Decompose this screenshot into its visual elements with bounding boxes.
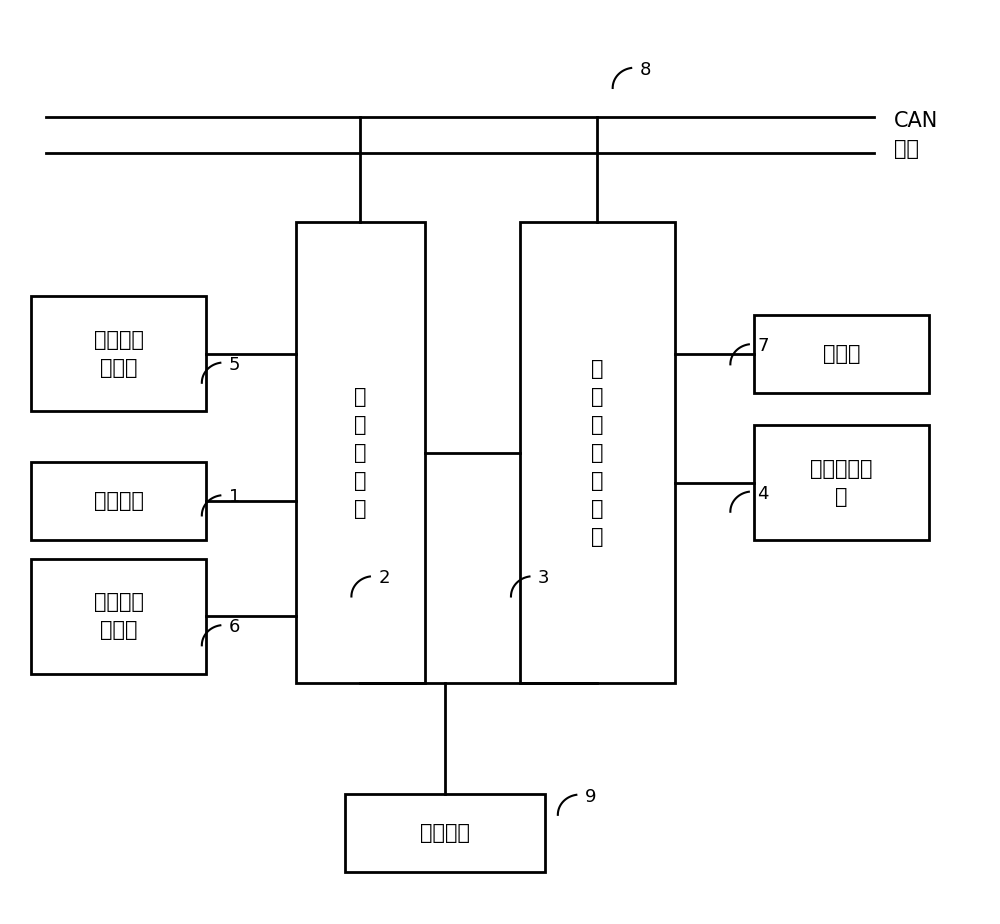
Text: 8: 8 bbox=[640, 61, 651, 79]
Text: 车辆轮速
传感器: 车辆轮速 传感器 bbox=[94, 592, 144, 640]
Text: 7: 7 bbox=[757, 337, 769, 355]
FancyBboxPatch shape bbox=[31, 297, 206, 411]
Text: 2: 2 bbox=[378, 569, 390, 588]
FancyBboxPatch shape bbox=[296, 223, 425, 683]
Text: 6: 6 bbox=[229, 618, 240, 636]
Text: 电源装置: 电源装置 bbox=[420, 822, 470, 843]
FancyBboxPatch shape bbox=[520, 223, 675, 683]
Text: 车
身
控
制
器: 车 身 控 制 器 bbox=[354, 387, 367, 518]
FancyBboxPatch shape bbox=[31, 559, 206, 674]
Text: CAN
总线: CAN 总线 bbox=[894, 111, 938, 159]
Text: 摄像装置: 摄像装置 bbox=[94, 492, 144, 511]
Text: 1: 1 bbox=[229, 488, 240, 506]
FancyBboxPatch shape bbox=[754, 314, 929, 393]
Text: 3: 3 bbox=[538, 569, 549, 588]
Text: 车
门
电
机
控
制
器: 车 门 电 机 控 制 器 bbox=[591, 359, 603, 547]
Text: 5: 5 bbox=[229, 356, 240, 373]
FancyBboxPatch shape bbox=[754, 425, 929, 541]
Text: 报警器: 报警器 bbox=[823, 344, 860, 364]
Text: 车门驱动电
机: 车门驱动电 机 bbox=[810, 458, 873, 506]
Text: 9: 9 bbox=[585, 787, 596, 806]
Text: 车门拉手
传感器: 车门拉手 传感器 bbox=[94, 330, 144, 378]
Text: 4: 4 bbox=[757, 484, 769, 503]
FancyBboxPatch shape bbox=[345, 794, 545, 872]
FancyBboxPatch shape bbox=[31, 462, 206, 541]
